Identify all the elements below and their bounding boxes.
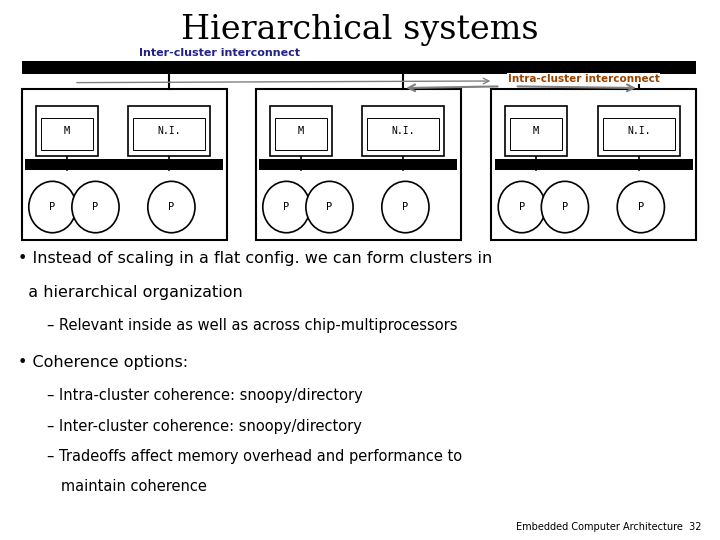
- Text: a hierarchical organization: a hierarchical organization: [18, 285, 243, 300]
- Bar: [25, 159, 223, 170]
- Text: P: P: [326, 202, 333, 212]
- Bar: [491, 89, 696, 240]
- Ellipse shape: [263, 181, 310, 233]
- Bar: [270, 106, 331, 157]
- Text: Inter-cluster interconnect: Inter-cluster interconnect: [139, 48, 300, 58]
- Text: P: P: [168, 202, 174, 212]
- Bar: [505, 106, 567, 157]
- Bar: [367, 118, 439, 151]
- Ellipse shape: [29, 181, 76, 233]
- Text: – Tradeoffs affect memory overhead and performance to: – Tradeoffs affect memory overhead and p…: [47, 449, 462, 464]
- Ellipse shape: [617, 181, 665, 233]
- Bar: [22, 89, 227, 240]
- Ellipse shape: [306, 181, 353, 233]
- Bar: [598, 106, 680, 157]
- Bar: [603, 118, 675, 151]
- Text: – Relevant inside as well as across chip-multiprocessors: – Relevant inside as well as across chip…: [47, 318, 457, 333]
- Bar: [22, 61, 696, 74]
- Bar: [128, 106, 210, 157]
- Text: P: P: [562, 202, 568, 212]
- Text: P: P: [638, 202, 644, 212]
- Bar: [495, 159, 693, 170]
- Bar: [259, 159, 457, 170]
- Text: N.I.: N.I.: [158, 126, 181, 137]
- Text: P: P: [402, 202, 408, 212]
- Text: Embedded Computer Architecture  32: Embedded Computer Architecture 32: [516, 522, 702, 532]
- Text: P: P: [49, 202, 55, 212]
- Text: maintain coherence: maintain coherence: [47, 479, 207, 494]
- Text: M: M: [533, 126, 539, 137]
- Ellipse shape: [148, 181, 195, 233]
- Text: N.I.: N.I.: [392, 126, 415, 137]
- Ellipse shape: [541, 181, 588, 233]
- Bar: [36, 106, 97, 157]
- Text: P: P: [518, 202, 525, 212]
- Text: • Instead of scaling in a flat config. we can form clusters in: • Instead of scaling in a flat config. w…: [18, 251, 492, 266]
- Text: N.I.: N.I.: [627, 126, 651, 137]
- Bar: [133, 118, 205, 151]
- Text: Intra-cluster interconnect: Intra-cluster interconnect: [508, 73, 660, 84]
- Text: – Intra-cluster coherence: snoopy/directory: – Intra-cluster coherence: snoopy/direct…: [47, 388, 363, 403]
- Text: Hierarchical systems: Hierarchical systems: [181, 14, 539, 45]
- Text: P: P: [283, 202, 289, 212]
- Text: • Coherence options:: • Coherence options:: [18, 355, 188, 370]
- Ellipse shape: [72, 181, 119, 233]
- Text: M: M: [63, 126, 70, 137]
- Bar: [41, 118, 93, 151]
- Bar: [275, 118, 327, 151]
- Text: P: P: [92, 202, 99, 212]
- Text: M: M: [297, 126, 304, 137]
- Bar: [362, 106, 444, 157]
- Bar: [256, 89, 461, 240]
- Ellipse shape: [498, 181, 546, 233]
- Ellipse shape: [382, 181, 429, 233]
- Text: – Inter-cluster coherence: snoopy/directory: – Inter-cluster coherence: snoopy/direct…: [47, 418, 361, 434]
- Bar: [510, 118, 562, 151]
